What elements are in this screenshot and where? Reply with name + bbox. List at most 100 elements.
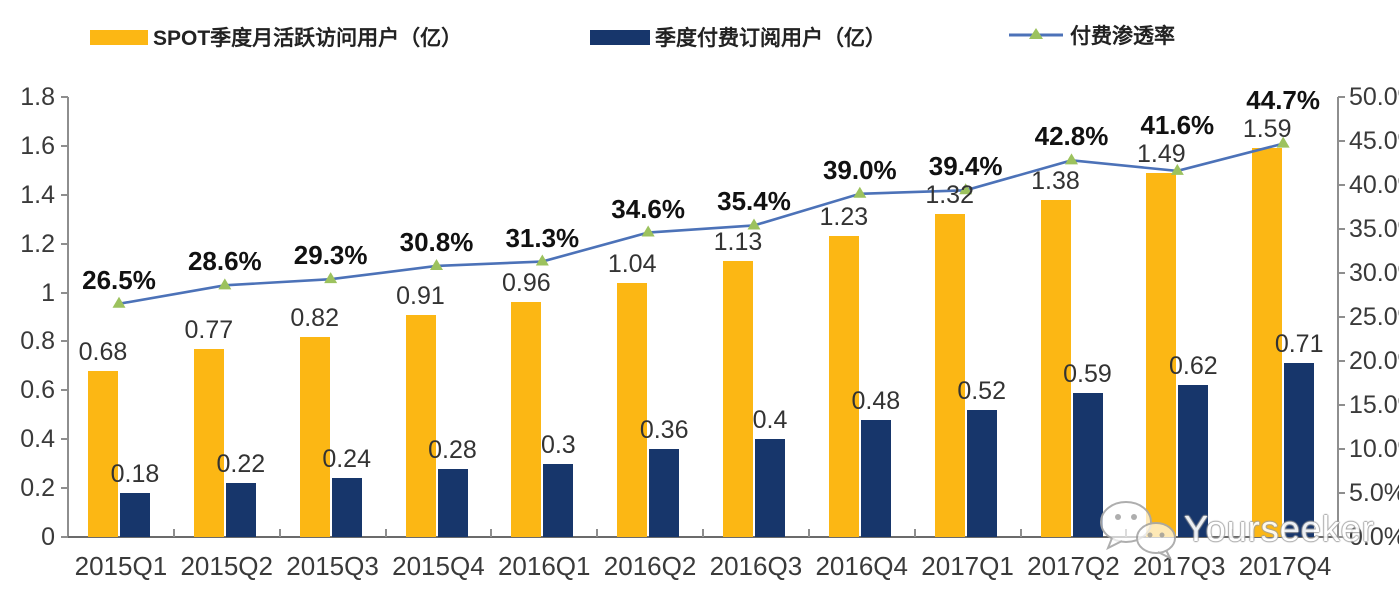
right-axis-tick bbox=[1338, 96, 1345, 98]
left-axis-tick-label: 1.2 bbox=[20, 229, 55, 258]
penetration-line bbox=[118, 142, 1284, 306]
subscribers-bar bbox=[755, 439, 785, 537]
subscribers-bar bbox=[120, 493, 150, 537]
right-axis-tick bbox=[1338, 404, 1345, 406]
subscribers-value-label: 0.52 bbox=[957, 376, 1006, 405]
subscribers-bar bbox=[966, 409, 997, 537]
mau-value-label: 1.04 bbox=[607, 249, 657, 278]
mau-bar bbox=[405, 314, 436, 537]
subscribers-value-label: 0.18 bbox=[110, 460, 160, 488]
watermark: Yourseeker bbox=[1096, 496, 1375, 562]
triangle-marker-icon bbox=[959, 183, 973, 195]
x-axis-category-label: 2016Q1 bbox=[497, 551, 591, 581]
right-axis-tick bbox=[1338, 184, 1345, 186]
x-axis-category-label: 2016Q4 bbox=[815, 551, 908, 581]
x-axis-tick bbox=[913, 529, 916, 537]
x-axis-category-label: 2015Q4 bbox=[392, 551, 485, 581]
subscribers-bar bbox=[649, 449, 680, 537]
penetration-value-label: 28.6% bbox=[187, 246, 262, 277]
watermark-text: Yourseeker bbox=[1184, 508, 1375, 549]
right-axis-tick-label: 50.0% bbox=[1349, 83, 1399, 111]
x-axis-category-label: 2015Q2 bbox=[180, 551, 273, 581]
wechat-icon bbox=[1100, 501, 1176, 561]
triangle-marker-icon bbox=[112, 296, 126, 308]
triangle-marker-icon bbox=[1276, 136, 1290, 148]
x-axis-tick bbox=[278, 529, 281, 537]
left-axis-tick bbox=[61, 438, 68, 441]
right-axis-tick-label: 25.0% bbox=[1349, 303, 1399, 331]
subscribers-value-label: 0.24 bbox=[322, 445, 371, 474]
x-axis-category-label: 2017Q2 bbox=[1027, 551, 1120, 581]
left-axis-tick bbox=[61, 389, 68, 392]
subscribers-bar bbox=[1072, 392, 1103, 537]
x-axis-tick bbox=[807, 529, 810, 537]
legend-item-mau: SPOT季度月活跃访问用户（亿） bbox=[90, 22, 462, 52]
left-axis-tick-label: 0 bbox=[41, 523, 55, 551]
penetration-value-label: 39.0% bbox=[822, 154, 897, 185]
subscribers-bar bbox=[1284, 363, 1315, 537]
subscribers-value-label: 0.71 bbox=[1274, 330, 1324, 359]
x-axis-tick bbox=[702, 529, 704, 537]
left-axis-tick bbox=[61, 536, 68, 538]
subscribers-value-label: 0.62 bbox=[1168, 352, 1218, 381]
penetration-value-label: 41.6% bbox=[1140, 109, 1215, 140]
mau-bar bbox=[934, 214, 965, 537]
triangle-marker-icon bbox=[1170, 163, 1184, 175]
mau-value-label: 1.49 bbox=[1136, 139, 1186, 168]
left-axis-tick bbox=[61, 242, 68, 245]
subscribers-bar bbox=[1178, 385, 1209, 537]
triangle-marker-icon bbox=[324, 272, 338, 284]
penetration-line-series bbox=[112, 136, 1290, 308]
x-axis-category-label: 2017Q1 bbox=[921, 551, 1014, 581]
mau-value-label: 0.91 bbox=[396, 281, 445, 310]
left-axis-tick bbox=[61, 291, 68, 294]
right-axis-tick-label: 5.0% bbox=[1349, 479, 1399, 507]
right-axis-tick-label: 20.0% bbox=[1349, 347, 1399, 375]
triangle-marker-icon bbox=[641, 225, 655, 237]
subscribers-value-label: 0.36 bbox=[639, 416, 689, 444]
left-axis-tick bbox=[61, 340, 68, 343]
mau-value-label: 0.82 bbox=[290, 303, 339, 332]
subscribers-value-label: 0.22 bbox=[216, 450, 266, 479]
penetration-value-label: 34.6% bbox=[611, 193, 686, 224]
right-axis-tick bbox=[1338, 316, 1345, 318]
x-axis-category-label: 2016Q2 bbox=[603, 551, 697, 581]
mau-bar bbox=[723, 260, 753, 537]
right-axis-tick bbox=[1338, 272, 1345, 274]
triangle-marker-icon bbox=[1065, 153, 1078, 165]
penetration-value-label: 44.7% bbox=[1246, 85, 1321, 116]
penetration-value-label: 35.4% bbox=[717, 186, 791, 217]
penetration-value-label: 31.3% bbox=[505, 222, 580, 253]
legend-item-penetration: 付费渗透率 bbox=[1007, 20, 1175, 50]
left-axis-tick-label: 0.6 bbox=[20, 376, 55, 405]
mau-value-label: 1.32 bbox=[925, 181, 974, 210]
x-axis-category-label: 2015Q3 bbox=[286, 551, 379, 581]
x-axis-tick bbox=[1231, 529, 1234, 537]
mau-bar bbox=[511, 302, 542, 537]
subscribers-value-label: 0.28 bbox=[428, 435, 477, 464]
left-axis-tick-label: 0.4 bbox=[20, 425, 55, 454]
x-axis-category-label: 2017Q4 bbox=[1238, 551, 1332, 581]
subscribers-value-label: 0.4 bbox=[752, 406, 788, 435]
right-axis-tick-label: 35.0% bbox=[1349, 215, 1399, 243]
x-axis-tick bbox=[596, 529, 599, 537]
mau-value-label: 0.96 bbox=[501, 269, 551, 298]
left-axis-tick-label: 1.8 bbox=[20, 83, 55, 111]
mau-bar bbox=[828, 236, 859, 537]
subscribers-bar bbox=[437, 468, 468, 537]
triangle-marker-icon bbox=[218, 278, 232, 290]
penetration-value-label: 26.5% bbox=[82, 264, 156, 295]
triangle-marker-icon bbox=[535, 254, 549, 266]
line-marker-legend-icon bbox=[1009, 28, 1063, 39]
x-axis-tick bbox=[1019, 529, 1022, 537]
left-axis-tick-label: 0.2 bbox=[20, 474, 55, 503]
mau-bar bbox=[1252, 148, 1283, 537]
penetration-value-label: 29.3% bbox=[293, 240, 368, 271]
left-axis-tick-label: 0.8 bbox=[20, 327, 55, 356]
mau-legend-label: SPOT季度月活跃访问用户（亿） bbox=[153, 27, 463, 50]
triangle-marker-icon bbox=[430, 258, 443, 270]
left-axis-tick bbox=[61, 96, 68, 98]
mau-legend-swatch bbox=[90, 29, 148, 45]
right-axis-tick bbox=[1338, 228, 1345, 230]
right-axis-tick bbox=[1338, 448, 1345, 450]
